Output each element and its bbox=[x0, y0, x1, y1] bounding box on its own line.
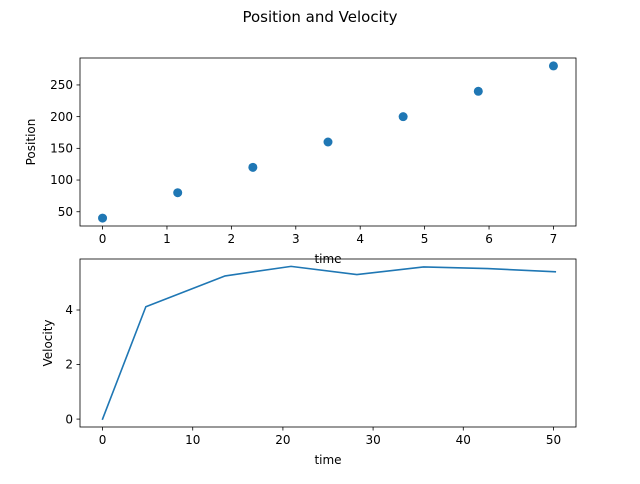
position-point bbox=[248, 162, 258, 172]
velocity-x-tick-label: 10 bbox=[185, 433, 200, 447]
position-y-tick-label: 200 bbox=[50, 110, 73, 124]
position-x-tick-label: 5 bbox=[421, 232, 429, 246]
position-x-tick-label: 0 bbox=[99, 232, 107, 246]
velocity-x-tick-label: 30 bbox=[365, 433, 380, 447]
velocity-x-axis-label: time bbox=[314, 453, 341, 467]
velocity-line bbox=[101, 265, 557, 421]
position-y-tick-label: 250 bbox=[50, 78, 73, 92]
position-point bbox=[98, 213, 108, 223]
position-axes-frame bbox=[79, 57, 577, 227]
position-x-tick-label: 7 bbox=[550, 232, 558, 246]
position-point bbox=[173, 188, 183, 198]
velocity-y-tick-label: 2 bbox=[65, 358, 73, 372]
position-x-tick-label: 4 bbox=[356, 232, 364, 246]
position-point bbox=[323, 137, 333, 147]
velocity-y-tick-label: 0 bbox=[65, 412, 73, 426]
position-point bbox=[473, 86, 483, 96]
velocity-y-axis-label: Velocity bbox=[41, 319, 55, 366]
velocity-x-tick-label: 50 bbox=[546, 433, 561, 447]
velocity-x-tick-label: 20 bbox=[275, 433, 290, 447]
position-y-tick-label: 100 bbox=[50, 173, 73, 187]
position-x-tick-label: 3 bbox=[292, 232, 300, 246]
position-point bbox=[398, 112, 408, 122]
velocity-x-tick-label: 40 bbox=[456, 433, 471, 447]
position-x-tick-label: 6 bbox=[485, 232, 493, 246]
position-point bbox=[548, 61, 558, 71]
velocity-x-tick-label: 0 bbox=[99, 433, 107, 447]
velocity-y-tick-label: 4 bbox=[65, 303, 73, 317]
position-x-tick-label: 2 bbox=[228, 232, 236, 246]
position-y-tick-label: 150 bbox=[50, 142, 73, 156]
velocity-axes-frame bbox=[79, 258, 577, 428]
position-y-axis-label: Position bbox=[24, 119, 38, 166]
figure-title: Position and Velocity bbox=[242, 8, 397, 26]
subplot-velocity: 0 10 20 30 40 50 0 2 4 time Velocity bbox=[41, 258, 577, 467]
position-x-tick-label: 1 bbox=[163, 232, 171, 246]
position-y-tick-label: 50 bbox=[58, 205, 73, 219]
